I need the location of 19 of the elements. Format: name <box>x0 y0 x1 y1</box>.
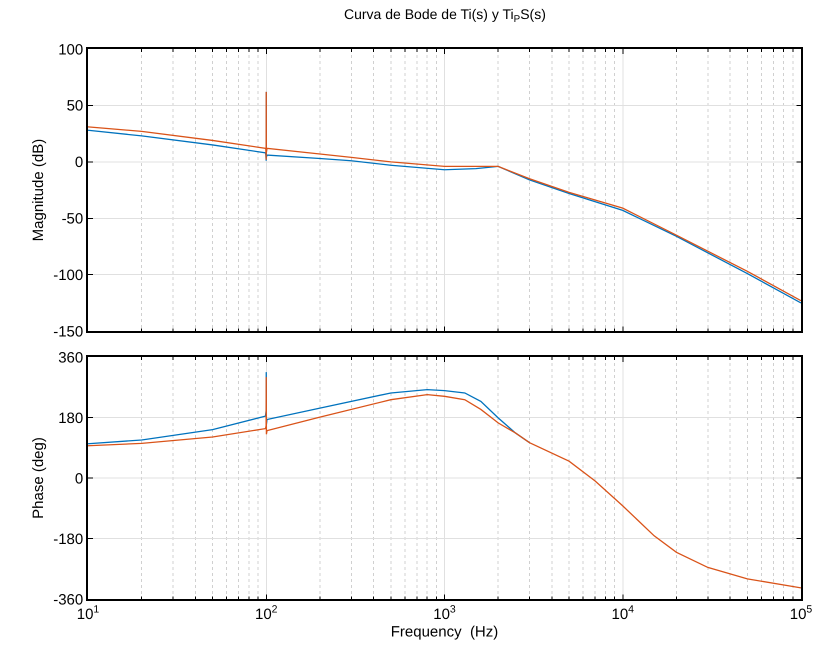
y-tick-label: 180 <box>58 410 84 427</box>
y-tick-label: 360 <box>58 349 84 366</box>
y-tick-label: -150 <box>53 323 84 340</box>
y-axis-title: Magnitude (dB) <box>30 138 47 242</box>
y-tick-label: 0 <box>74 470 84 488</box>
y-tick-label: 50 <box>66 98 84 115</box>
y-tick-label: -360 <box>53 591 84 608</box>
y-axis-title: Phase (deg) <box>30 437 47 519</box>
y-tick-label: 0 <box>74 154 84 172</box>
x-tick-label: 10$^{4}$ <box>611 603 634 623</box>
chart-title: Curva de Bode de Ti(s) y Ti$_{P}$S(s) <box>344 6 546 25</box>
x-tick-label: 10$^{2}$ <box>254 603 278 623</box>
y-tick-label: 100 <box>58 41 84 58</box>
x-axis-title: Frequency (Hz) <box>390 623 498 640</box>
y-tick-label: -50 <box>62 210 84 228</box>
x-tick-label: 10$^{5}$ <box>790 603 812 623</box>
x-tick-label: 10$^{3}$ <box>433 603 456 623</box>
y-tick-label: -180 <box>53 530 84 548</box>
y-tick-label: -100 <box>53 266 84 284</box>
